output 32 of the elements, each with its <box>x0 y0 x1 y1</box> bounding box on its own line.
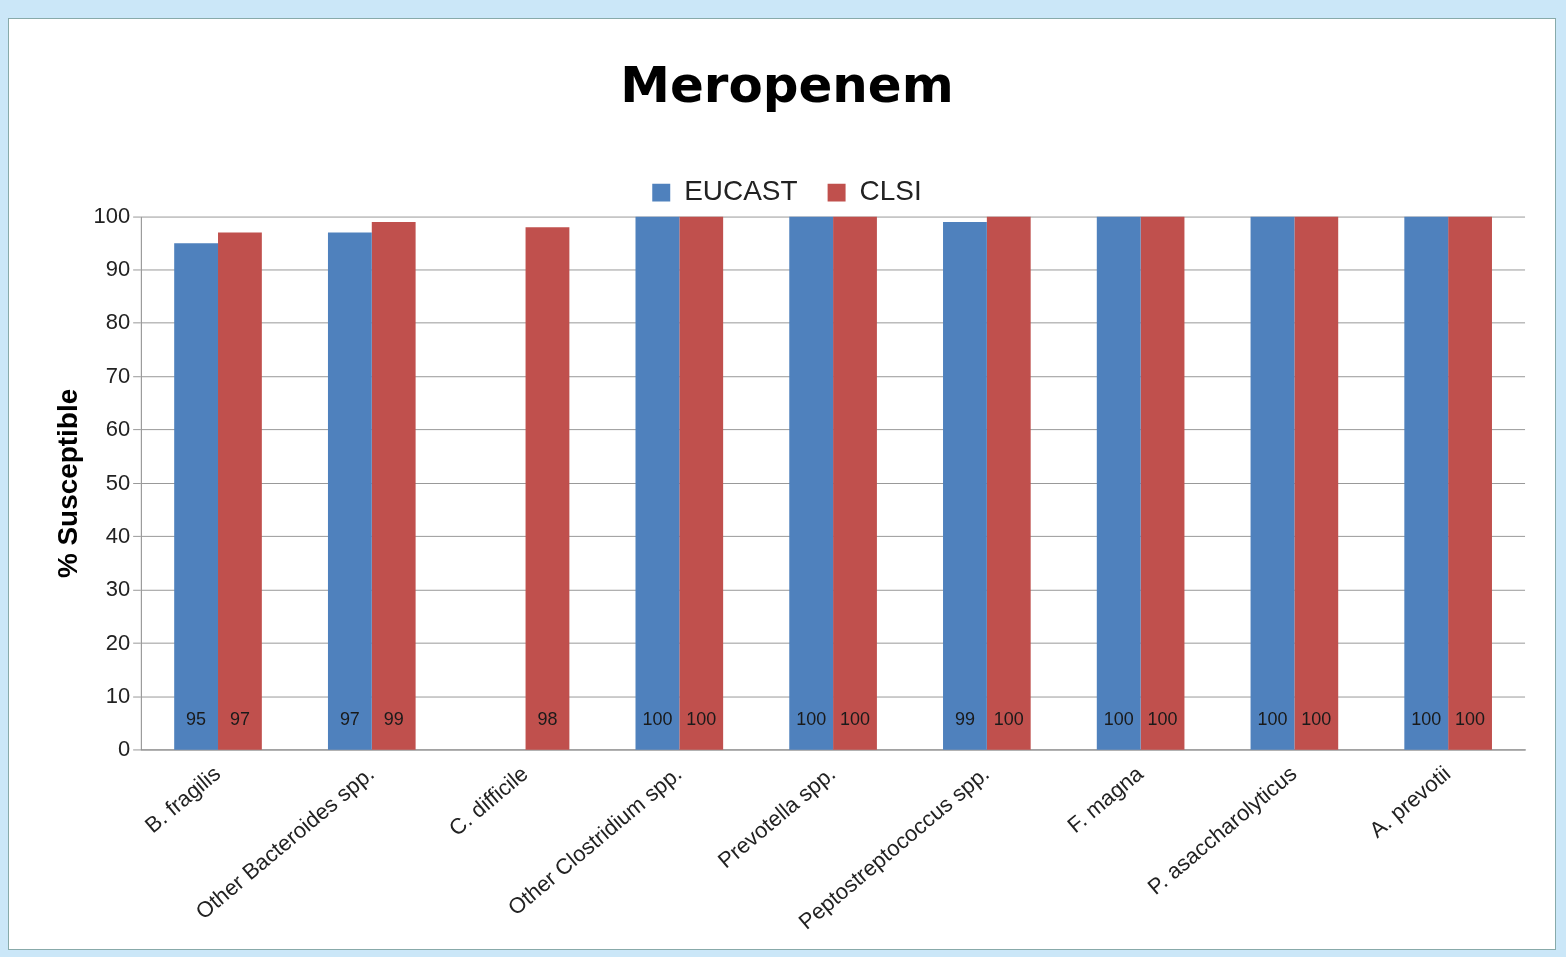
y-tick-label: 100 <box>93 202 131 228</box>
y-tick-label: 90 <box>105 256 131 281</box>
legend-label: EUCAST <box>684 175 798 207</box>
data-label: 100 <box>1301 709 1332 730</box>
data-label: 100 <box>1257 709 1288 730</box>
y-tick-label: 0 <box>117 736 131 762</box>
data-label: 100 <box>686 709 717 730</box>
data-label: 100 <box>796 709 827 730</box>
data-label: 100 <box>1103 709 1134 730</box>
data-label: 99 <box>383 709 404 730</box>
y-tick-label: 10 <box>105 683 131 709</box>
data-label: 99 <box>954 709 975 730</box>
legend-label: CLSI <box>859 175 922 207</box>
data-label: 100 <box>1411 709 1442 730</box>
data-label: 100 <box>993 709 1024 730</box>
data-label: 97 <box>339 709 360 730</box>
y-tick-label: 70 <box>105 362 131 388</box>
y-axis-title: % Susceptible <box>52 388 84 579</box>
data-label: 95 <box>186 709 207 730</box>
data-label: 97 <box>229 709 250 730</box>
data-label: 100 <box>840 709 870 730</box>
data-label: 100 <box>1147 709 1178 730</box>
y-tick-label: 30 <box>105 576 131 602</box>
y-tick-label: 50 <box>105 469 131 495</box>
chart-title: Meropenem <box>620 55 954 114</box>
y-tick-label: 20 <box>105 629 131 655</box>
y-tick-label: 60 <box>105 416 131 442</box>
y-tick-label: 40 <box>105 522 131 548</box>
data-label: 100 <box>642 709 673 730</box>
y-tick-label: 80 <box>105 309 131 335</box>
data-label: 100 <box>1455 709 1486 730</box>
data-label: 98 <box>537 709 558 730</box>
